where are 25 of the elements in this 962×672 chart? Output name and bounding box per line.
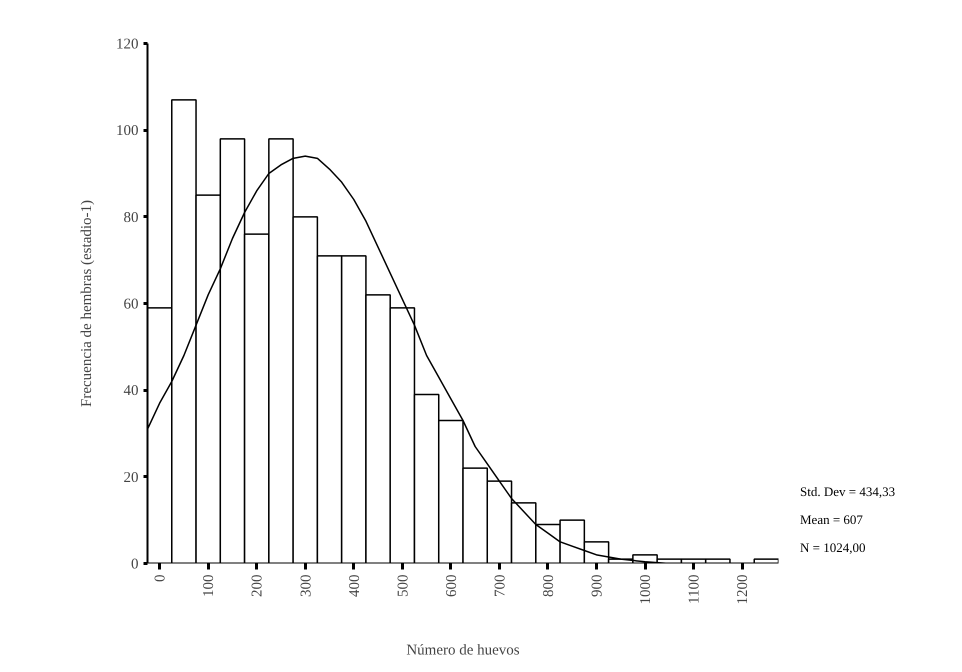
- y-tick-label: 120: [116, 36, 138, 52]
- text: Mean = 607: [800, 511, 864, 529]
- y-tick-label: 0: [131, 556, 138, 572]
- text: N = 1024,00: [800, 539, 866, 557]
- x-tick-label: 300: [298, 574, 314, 597]
- x-tick-label: 1100: [686, 574, 703, 604]
- y-tick-label: 80: [124, 210, 138, 226]
- x-tick-label: 600: [444, 574, 460, 597]
- y-tick-label: 20: [124, 470, 138, 486]
- x-tick-label: 200: [250, 574, 266, 597]
- x-tick-label: 100: [201, 574, 218, 597]
- x-axis-title: Número de huevos: [406, 642, 520, 658]
- text: Std. Dev = 434,33: [800, 483, 896, 501]
- x-tick-label: 1000: [638, 574, 654, 604]
- y-axis-title: Frecuencia de hembras (estadio-1): [79, 200, 95, 407]
- x-tick-label: 1200: [735, 574, 752, 604]
- y-tick-label: 60: [124, 296, 138, 312]
- x-tick-label: 0: [152, 574, 169, 582]
- x-tick-label: 800: [540, 574, 557, 597]
- x-tick-label: 400: [346, 574, 363, 597]
- x-tick-label: 900: [589, 574, 606, 597]
- y-tick-label: 40: [124, 383, 138, 400]
- x-tick-label: 500: [395, 574, 412, 597]
- x-tick-label: 700: [492, 574, 508, 597]
- y-tick-label: 100: [116, 123, 138, 140]
